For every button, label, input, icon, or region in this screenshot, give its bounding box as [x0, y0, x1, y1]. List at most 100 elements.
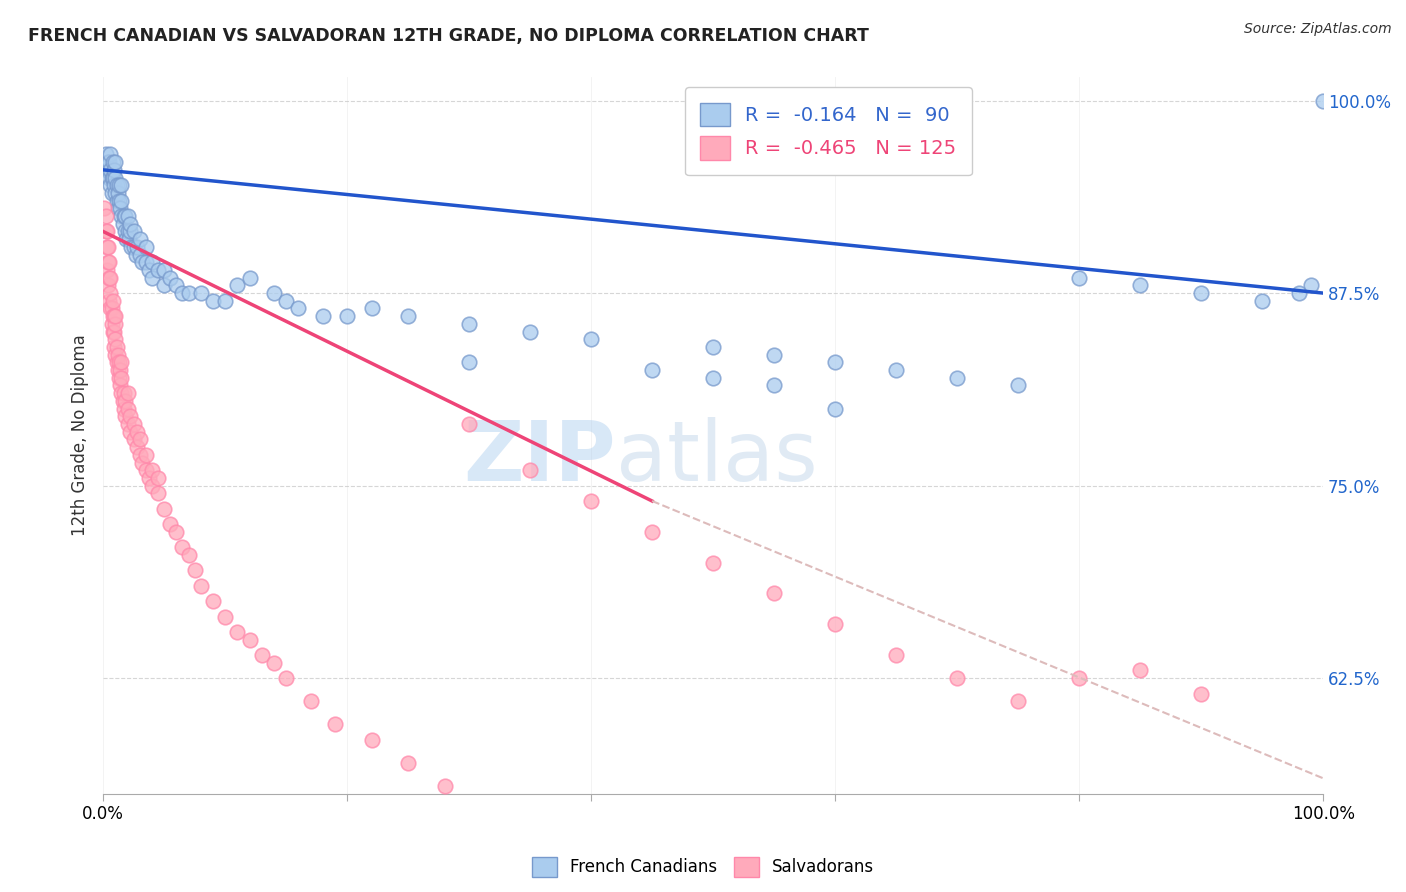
Point [702, 371, 724, 385]
Point [135, 463, 157, 477]
Point [117, 209, 139, 223]
Point [110, 178, 132, 193]
Point [122, 240, 145, 254]
Point [177, 548, 200, 562]
Point [153, 278, 176, 293]
Point [104, 348, 127, 362]
Point [250, 648, 273, 662]
Point [263, 286, 285, 301]
Point [482, 802, 505, 816]
Point [1312, 94, 1334, 108]
Point [98, 293, 121, 308]
Point [114, 209, 136, 223]
Text: ZIP: ZIP [463, 417, 616, 498]
Point [100, 170, 122, 185]
Point [336, 309, 359, 323]
Text: Source: ZipAtlas.com: Source: ZipAtlas.com [1244, 22, 1392, 37]
Point [1007, 378, 1029, 392]
Point [824, 355, 846, 369]
Point [141, 255, 163, 269]
Point [238, 632, 260, 647]
Point [96, 240, 118, 254]
Point [118, 425, 141, 439]
Point [110, 209, 132, 223]
Point [1299, 278, 1322, 293]
Point [141, 463, 163, 477]
Point [226, 278, 249, 293]
Point [107, 202, 129, 216]
Point [159, 517, 181, 532]
Point [135, 255, 157, 269]
Point [287, 301, 309, 316]
Point [127, 240, 149, 254]
Point [128, 448, 150, 462]
Point [519, 825, 541, 839]
Point [108, 194, 131, 208]
Point [118, 232, 141, 246]
Point [100, 162, 122, 177]
Point [396, 756, 419, 770]
Point [103, 178, 125, 193]
Point [1189, 687, 1212, 701]
Point [458, 417, 481, 431]
Point [579, 494, 602, 508]
Point [177, 286, 200, 301]
Point [100, 270, 122, 285]
Point [605, 879, 627, 892]
Point [108, 363, 131, 377]
Point [100, 301, 122, 316]
Point [100, 147, 122, 161]
Point [101, 309, 124, 323]
Point [108, 378, 131, 392]
Point [103, 325, 125, 339]
Point [98, 255, 121, 269]
Point [94, 224, 117, 238]
Point [98, 270, 121, 285]
Point [141, 478, 163, 492]
Point [100, 186, 122, 200]
Point [360, 301, 382, 316]
Point [122, 433, 145, 447]
Point [128, 247, 150, 261]
Point [98, 170, 121, 185]
Point [360, 732, 382, 747]
Point [105, 355, 128, 369]
Point [138, 471, 160, 485]
Point [458, 355, 481, 369]
Point [1189, 286, 1212, 301]
Point [884, 363, 907, 377]
Point [105, 194, 128, 208]
Point [110, 194, 132, 208]
Point [104, 309, 127, 323]
Point [94, 147, 117, 161]
Point [641, 363, 664, 377]
Point [101, 170, 124, 185]
Point [110, 355, 132, 369]
Point [824, 401, 846, 416]
Point [104, 332, 127, 346]
Point [396, 309, 419, 323]
Point [97, 155, 120, 169]
Point [100, 301, 122, 316]
Point [112, 209, 135, 223]
Point [172, 286, 194, 301]
Point [96, 162, 118, 177]
Point [97, 240, 120, 254]
Point [146, 471, 169, 485]
Point [458, 317, 481, 331]
Point [103, 309, 125, 323]
Point [104, 186, 127, 200]
Point [153, 501, 176, 516]
Point [127, 425, 149, 439]
Legend: French Canadians, Salvadorans: French Canadians, Salvadorans [524, 850, 882, 884]
Point [100, 178, 122, 193]
Point [763, 348, 786, 362]
Point [107, 348, 129, 362]
Point [555, 855, 578, 870]
Point [94, 209, 117, 223]
Point [763, 586, 786, 600]
Point [112, 386, 135, 401]
Point [104, 317, 127, 331]
Point [214, 293, 236, 308]
Point [1069, 671, 1091, 685]
